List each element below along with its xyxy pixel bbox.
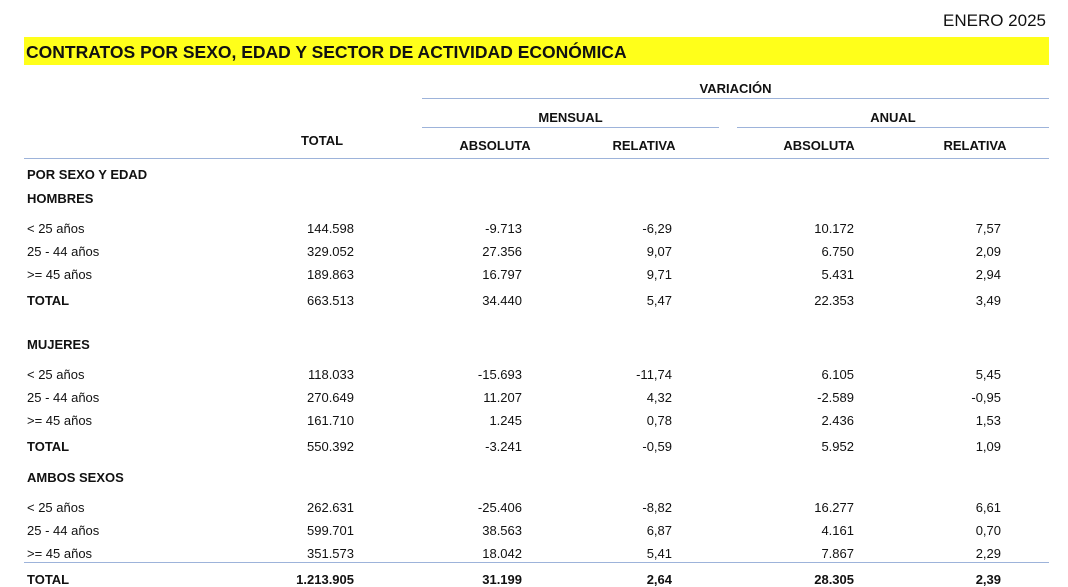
cell-anual-absoluta: 28.305 [814,572,854,587]
cell-total: 329.052 [307,244,354,259]
cell-mensual-absoluta: 27.356 [482,244,522,259]
total-row-label: TOTAL [27,572,70,587]
section-title: POR SEXO Y EDAD [27,167,148,182]
cell-anual-absoluta: 2.436 [821,413,854,428]
group-title: MUJERES [27,337,90,352]
cell-anual-relativa: 3,49 [975,293,1001,308]
cell-total: 599.701 [307,523,354,538]
header-mensual-absoluta: ABSOLUTA [459,138,531,153]
cell-anual-absoluta: 6.105 [821,367,854,382]
header-total: TOTAL [300,133,344,148]
cell-anual-absoluta: 7.867 [821,546,854,561]
cell-total: 550.392 [307,439,354,454]
report-title: CONTRATOS POR SEXO, EDAD Y SECTOR DE ACT… [24,37,1049,65]
cell-anual-absoluta: 5.431 [821,267,854,282]
header-anual-absoluta: ABSOLUTA [783,138,855,153]
header-anual-relativa: RELATIVA [943,138,1007,153]
cell-anual-relativa: 2,94 [975,267,1001,282]
cell-mensual-absoluta: 16.797 [482,267,522,282]
header-anual: ANUAL [870,110,916,125]
cell-anual-absoluta: 6.750 [821,244,854,259]
total-row-label: TOTAL [27,293,70,308]
cell-mensual-relativa: -11,74 [636,367,672,382]
cell-mensual-relativa: 9,71 [646,267,672,282]
row-label: 25 - 44 años [27,244,100,259]
cell-mensual-absoluta: -9.713 [485,221,522,236]
cell-mensual-absoluta: -3.241 [485,439,522,454]
group-title: AMBOS SEXOS [27,470,124,485]
cell-total: 161.710 [307,413,354,428]
cell-anual-relativa: 0,70 [975,523,1001,538]
rule-variacion [422,98,1049,99]
cell-anual-absoluta: 10.172 [814,221,854,236]
cell-mensual-absoluta: 38.563 [482,523,522,538]
cell-mensual-relativa: 6,87 [646,523,672,538]
row-label: 25 - 44 años [27,523,100,538]
cell-mensual-relativa: -8,82 [642,500,672,515]
cell-mensual-relativa: 2,64 [646,572,672,587]
cell-mensual-relativa: 4,32 [646,390,672,405]
row-label: >= 45 años [27,267,93,282]
cell-anual-relativa: 7,57 [975,221,1001,236]
cell-anual-relativa: 6,61 [975,500,1001,515]
cell-anual-absoluta: -2.589 [817,390,854,405]
total-rule [24,562,1049,563]
cell-total: 351.573 [307,546,354,561]
cell-mensual-relativa: 0,78 [646,413,672,428]
cell-total: 144.598 [307,221,354,236]
row-label: >= 45 años [27,546,93,561]
cell-mensual-absoluta: -25.406 [477,500,522,515]
cell-anual-absoluta: 16.277 [814,500,854,515]
cell-anual-relativa: 1,09 [975,439,1001,454]
cell-mensual-relativa: 5,41 [646,546,672,561]
cell-mensual-absoluta: 1.245 [489,413,522,428]
cell-mensual-relativa: 9,07 [646,244,672,259]
report-date: ENERO 2025 [943,11,1046,30]
total-row-label: TOTAL [27,439,70,454]
row-label: < 25 años [27,221,85,236]
cell-anual-relativa: 2,09 [975,244,1001,259]
row-label: < 25 años [27,500,85,515]
cell-mensual-relativa: 5,47 [646,293,672,308]
cell-total: 1.213.905 [296,572,354,587]
cell-total: 663.513 [307,293,354,308]
cell-mensual-relativa: -0,59 [642,439,672,454]
rule-anual [737,127,1049,128]
cell-mensual-relativa: -6,29 [642,221,672,236]
header-rule [24,158,1049,159]
cell-anual-relativa: -0,95 [971,390,1001,405]
cell-anual-relativa: 2,39 [975,572,1001,587]
cell-mensual-absoluta: 31.199 [482,572,522,587]
cell-mensual-absoluta: 18.042 [482,546,522,561]
cell-anual-absoluta: 4.161 [821,523,854,538]
row-label: 25 - 44 años [27,390,100,405]
cell-total: 270.649 [307,390,354,405]
cell-anual-relativa: 2,29 [975,546,1001,561]
cell-anual-absoluta: 22.353 [814,293,854,308]
cell-mensual-absoluta: -15.693 [477,367,522,382]
header-mensual: MENSUAL [538,110,603,125]
cell-mensual-absoluta: 34.440 [482,293,522,308]
cell-total: 189.863 [307,267,354,282]
header-mensual-relativa: RELATIVA [612,138,676,153]
header-variacion: VARIACIÓN [699,81,772,96]
cell-anual-relativa: 1,53 [975,413,1001,428]
cell-anual-absoluta: 5.952 [821,439,854,454]
rule-mensual [422,127,719,128]
group-title: HOMBRES [27,191,94,206]
cell-mensual-absoluta: 11.207 [483,390,522,405]
cell-total: 118.033 [307,367,354,382]
cell-anual-relativa: 5,45 [975,367,1001,382]
row-label: < 25 años [27,367,85,382]
cell-total: 262.631 [307,500,354,515]
row-label: >= 45 años [27,413,93,428]
